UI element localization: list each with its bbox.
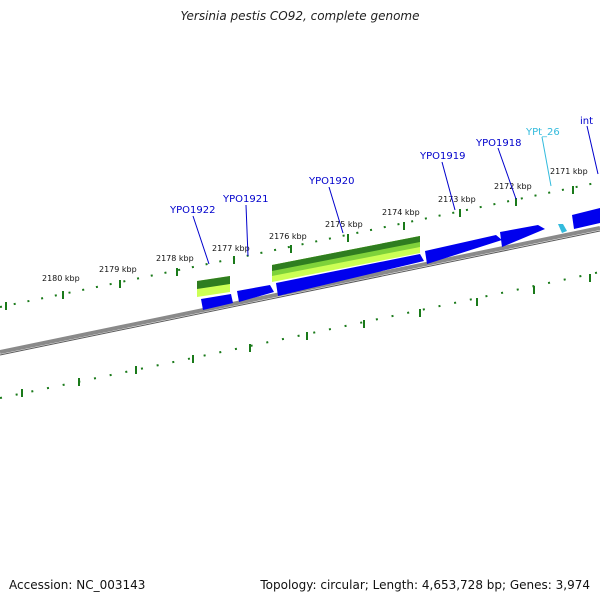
gene-arrow-ypo1919[interactable] (425, 235, 502, 264)
feature-band-large-dark (272, 236, 420, 271)
gene-label-ypo1921[interactable]: YPO1921 (222, 194, 268, 205)
gene-label-ypo1920[interactable]: YPO1920 (308, 176, 354, 187)
gene-arrow-ypo1922[interactable] (201, 294, 233, 310)
gene-arrow-ypo1918[interactable] (500, 225, 545, 247)
tick-label: 2176 kbp (269, 232, 307, 241)
gene-label-ypo1918[interactable]: YPO1918 (475, 138, 521, 149)
inner-major-ticks (21, 274, 591, 397)
outer-major-ticks (5, 186, 574, 310)
gene-labels: YPO1922 YPO1921 YPO1920 YPO1919 YPO1918 … (169, 116, 593, 216)
tick-label: 2179 kbp (99, 265, 137, 274)
feature-band-small-dark (197, 276, 230, 289)
gene-label-ypo1919[interactable]: YPO1919 (419, 151, 465, 162)
genome-summary: Topology: circular; Length: 4,653,728 bp… (260, 578, 590, 592)
cds-track[interactable] (201, 208, 600, 310)
tick-label: 2172 kbp (494, 182, 532, 191)
gene-label-int[interactable]: int (580, 116, 593, 127)
feature-track[interactable] (197, 236, 420, 297)
gene-arrow-int[interactable] (572, 208, 600, 229)
gene-label-ypo1922[interactable]: YPO1922 (169, 205, 215, 216)
tick-label: 2177 kbp (212, 244, 250, 253)
tick-label: 2173 kbp (438, 195, 476, 204)
gene-arrow-ypt26[interactable] (558, 224, 567, 233)
tick-label: 2171 kbp (550, 167, 588, 176)
gene-label-ypt26[interactable]: YPt_26 (525, 127, 560, 138)
accession-text: Accession: NC_003143 (9, 578, 146, 592)
gene-leaders (192, 125, 599, 265)
tick-label: 2178 kbp (156, 254, 194, 263)
tick-label: 2174 kbp (382, 208, 420, 217)
outer-tick-ring (0, 181, 600, 308)
gene-arrow-ypo1921[interactable] (237, 285, 274, 302)
map-title: Yersinia pestis CO92, complete genome (180, 9, 420, 23)
genome-backbone-shadow (0, 230, 600, 356)
tick-label: 2175 kbp (325, 220, 363, 229)
gene-arrow-ypo1920[interactable] (276, 254, 424, 296)
tick-labels: 2180 kbp 2179 kbp 2178 kbp 2177 kbp 2176… (42, 167, 588, 283)
tick-label: 2180 kbp (42, 274, 80, 283)
